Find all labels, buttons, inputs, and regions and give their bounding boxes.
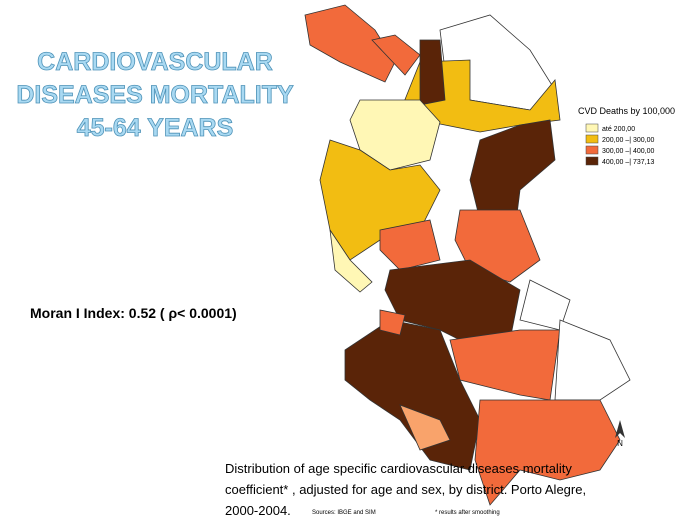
compass-arrow	[615, 420, 625, 438]
legend-title: CVD Deaths by 100,000	[578, 106, 675, 116]
legend-swatch	[585, 156, 599, 166]
legend-swatch	[585, 134, 599, 144]
compass-label: N	[617, 439, 623, 448]
legend-label: 400,00 –| 737,13	[602, 159, 655, 166]
title-line: CARDIOVASCULAR	[37, 48, 273, 76]
legend: CVD Deaths by 100,000 até 200,00 200,00 –…	[578, 106, 675, 166]
legend-swatch	[585, 145, 599, 155]
title-line: 45-64 YEARS	[77, 114, 234, 142]
legend-label: até 200,00	[602, 126, 635, 133]
caption-line: coefficient* , adjusted for age and sex,…	[225, 482, 586, 497]
legend-label: 200,00 –| 300,00	[602, 137, 655, 144]
moran-index: Moran I Index: 0.52 ( ρ< 0.0001)	[30, 305, 237, 321]
title-line: DISEASES MORTALITY	[16, 81, 294, 109]
caption-line: 2000-2004.	[225, 503, 291, 518]
note: * results after smoothing	[435, 510, 500, 516]
district-map	[304, 4, 631, 506]
sources: Sources: IBGE and SIM	[312, 510, 376, 516]
caption-line: Distribution of age specific cardiovascu…	[225, 461, 572, 476]
legend-swatch	[585, 123, 599, 133]
legend-label: 300,00 –| 400,00	[602, 148, 655, 155]
